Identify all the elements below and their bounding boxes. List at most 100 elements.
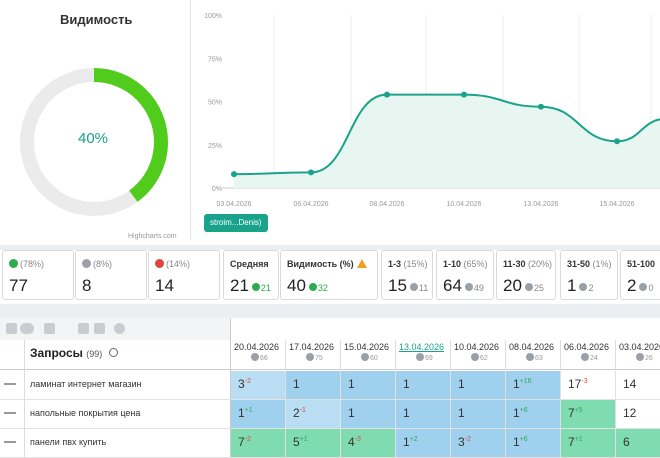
date-column-header[interactable]: 13.04.2026 69 xyxy=(396,340,451,370)
position-cell[interactable]: 7-2 xyxy=(231,429,286,457)
stat-card-top10[interactable]: 1-10 (65%) 64 49 xyxy=(436,250,494,300)
position-cell[interactable]: 1 xyxy=(341,400,396,428)
position-cell[interactable]: 1+2 xyxy=(396,429,451,457)
visibility-line-chart: 100% 75% 50% 25% 0% 03.04.2026 06.04.2026 08.0… xyxy=(204,13,660,208)
row-keyword: ламинат интернет магазин xyxy=(30,379,142,389)
up-icon xyxy=(308,283,317,291)
percent-icon xyxy=(581,353,589,361)
data-point[interactable] xyxy=(461,91,467,98)
stat-card-average[interactable]: Средняя 21 21 xyxy=(223,250,279,300)
table-gap xyxy=(0,304,660,318)
position-value: 1 xyxy=(238,406,245,420)
y-tick-label: 100% xyxy=(204,13,222,20)
stat-card-lost[interactable]: (14%) 14 xyxy=(148,250,220,300)
position-cell[interactable]: 1 xyxy=(451,400,506,428)
stat-value: 77 xyxy=(9,276,28,295)
table-row[interactable]: ламинат интернет магазин 3-2 1 1 1 1 1+16 17-3 1… xyxy=(0,371,660,400)
table-row[interactable]: напольные покрытия цена 1+1 2-1 1 1 1 1+6 7+5 12 xyxy=(0,400,660,429)
position-cell[interactable]: 1 xyxy=(286,371,341,399)
date-column-header[interactable]: 20.04.2026 66 xyxy=(231,340,286,370)
position-cell[interactable]: 7+5 xyxy=(561,400,616,428)
columns-icon[interactable] xyxy=(94,323,105,334)
stat-pct: (20%) xyxy=(528,259,553,269)
position-cell[interactable]: 4-3 xyxy=(341,429,396,457)
stat-card-top50[interactable]: 31-50 (1%) 1 2 xyxy=(560,250,618,300)
position-cell[interactable]: 1+16 xyxy=(506,371,561,399)
date-visibility: 60 xyxy=(361,353,378,362)
row-toggle[interactable] xyxy=(4,412,16,414)
stat-prev: 11 xyxy=(418,283,429,293)
queries-count: (99) xyxy=(86,349,103,359)
percent-icon xyxy=(636,353,644,361)
prev-icon xyxy=(639,283,648,291)
data-point[interactable] xyxy=(384,91,390,98)
link-icon[interactable] xyxy=(44,323,55,334)
position-cell[interactable]: 12 xyxy=(616,400,660,428)
data-point[interactable] xyxy=(538,103,544,110)
position-value: 7 xyxy=(568,406,575,420)
stat-label: 51-100 xyxy=(627,259,656,269)
stat-card-neutral[interactable]: (8%) 8 xyxy=(75,250,147,300)
position-delta: -2 xyxy=(244,378,251,385)
position-cell[interactable]: 1 xyxy=(396,371,451,399)
data-point[interactable] xyxy=(308,169,314,176)
stat-card-top100[interactable]: 51-100 2 0 xyxy=(620,250,660,300)
row-toggle[interactable] xyxy=(4,441,16,443)
stat-card-visibility[interactable]: Видимость (%) 40 32 xyxy=(280,250,378,300)
position-cell[interactable]: 1+1 xyxy=(231,400,286,428)
position-delta: -2 xyxy=(244,436,251,443)
position-cell[interactable]: 3-2 xyxy=(451,429,506,457)
position-cell[interactable]: 1+6 xyxy=(506,429,561,457)
highcharts-credit[interactable]: Highcharts.com xyxy=(128,233,177,240)
date-column-header[interactable]: 03.04.2026 26 xyxy=(616,340,660,370)
stat-card-top3[interactable]: 1-3 (15%) 15 11 xyxy=(381,250,433,300)
position-cell[interactable]: 6 xyxy=(616,429,660,457)
grid-icon[interactable] xyxy=(78,323,89,334)
position-cell[interactable]: 5+1 xyxy=(286,429,341,457)
date-column-header[interactable]: 10.04.2026 62 xyxy=(451,340,506,370)
column-divider xyxy=(24,340,25,457)
stats-bg xyxy=(0,245,660,250)
position-delta: -1 xyxy=(299,407,306,414)
position-cell[interactable]: 1 xyxy=(451,371,506,399)
position-cell[interactable]: 14 xyxy=(616,371,660,399)
x-tick-label: 15.04.2026 xyxy=(599,201,634,208)
date-vis-value: 62 xyxy=(480,355,488,362)
date-label[interactable]: 13.04.2026 xyxy=(399,342,445,352)
position-cell[interactable]: 2-1 xyxy=(286,400,341,428)
contrast-icon[interactable] xyxy=(114,323,125,334)
date-label: 20.04.2026 xyxy=(234,342,280,352)
position-cell[interactable]: 1+6 xyxy=(506,400,561,428)
sort-icon[interactable] xyxy=(6,323,17,334)
position-cell[interactable]: 3-2 xyxy=(231,371,286,399)
toggle-icon[interactable] xyxy=(20,323,34,334)
queries-title[interactable]: Запросы (99) xyxy=(30,346,118,360)
y-tick-label: 0% xyxy=(212,186,222,193)
position-cell[interactable]: 17-3 xyxy=(561,371,616,399)
table-row[interactable]: панели пвх купить 7-2 5+1 4-3 1+2 3-2 1+6 7+1 6 xyxy=(0,429,660,458)
data-point[interactable] xyxy=(614,138,620,145)
stat-pct: (8%) xyxy=(93,259,113,269)
search-icon[interactable] xyxy=(108,348,118,357)
stat-value: 40 xyxy=(287,276,306,295)
stat-card-top[interactable]: (78%) 77 xyxy=(2,250,74,300)
chart-series-button[interactable]: stroim...Denis) xyxy=(204,214,268,232)
position-cell[interactable]: 7+1 xyxy=(561,429,616,457)
stat-card-top30[interactable]: 11-30 (20%) 20 25 xyxy=(496,250,556,300)
date-column-header[interactable]: 15.04.2026 60 xyxy=(341,340,396,370)
stat-value: 15 xyxy=(388,276,407,295)
date-label: 15.04.2026 xyxy=(344,342,390,352)
position-cell[interactable]: 1 xyxy=(341,371,396,399)
position-value: 1 xyxy=(293,377,300,391)
x-tick-label: 03.04.2026 xyxy=(216,201,251,208)
data-point[interactable] xyxy=(231,171,237,178)
date-column-header[interactable]: 17.04.2026 75 xyxy=(286,340,341,370)
row-toggle[interactable] xyxy=(4,383,16,385)
date-column-header[interactable]: 06.04.2026 24 xyxy=(561,340,616,370)
position-cell[interactable]: 1 xyxy=(396,400,451,428)
date-column-header[interactable]: 08.04.2026 63 xyxy=(506,340,561,370)
date-visibility: 24 xyxy=(581,353,598,362)
position-value: 7 xyxy=(238,435,245,449)
stat-prev: 25 xyxy=(533,283,544,293)
position-delta: -3 xyxy=(581,378,588,385)
